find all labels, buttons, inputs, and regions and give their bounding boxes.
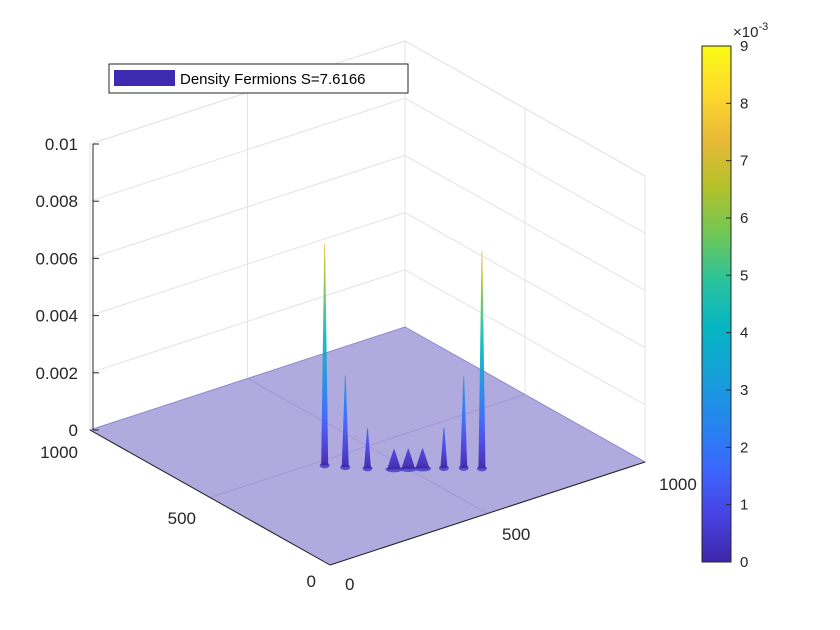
- x-tick-label-500: 500: [502, 525, 530, 544]
- colorbar-tick-label: 0: [740, 554, 748, 571]
- colorbar-exponent: ×10-3: [733, 21, 768, 41]
- peak-spike: [478, 250, 486, 469]
- density-peak-outer-left: [319, 243, 330, 469]
- peak-spike: [440, 427, 448, 468]
- legend-label: Density Fermions S=7.6166: [180, 71, 366, 88]
- colorbar-exponent-base: ×10: [733, 24, 758, 41]
- density-peak-center: [399, 448, 417, 472]
- legend: Density Fermions S=7.6166: [108, 63, 409, 94]
- y-tick-label-0: 0: [307, 572, 316, 591]
- x-tick-label-0: 0: [345, 575, 354, 594]
- z-tick-label: 0: [69, 421, 78, 440]
- colorbar-tick-label: 5: [740, 267, 748, 284]
- peak-spike: [341, 375, 349, 468]
- colorbar-ticks: 0 1 2 3 4 5 6 7 8 9: [726, 38, 748, 571]
- z-tick-label: 0.008: [35, 192, 78, 211]
- y-tick-label-1000: 1000: [40, 443, 78, 462]
- colorbar-gradient: [701, 45, 732, 563]
- colorbar-tick-label: 8: [740, 95, 748, 112]
- colorbar-tick-label: 6: [740, 210, 748, 227]
- peak-spike: [415, 448, 430, 469]
- density-peak-right-3: [438, 427, 449, 471]
- density-peak-center-left: [385, 449, 403, 473]
- density-peak-center-right: [414, 448, 432, 472]
- z-tick-label: 0.01: [45, 135, 78, 154]
- density-peak-outer-right: [476, 250, 487, 472]
- density-peak-left-3: [362, 428, 373, 472]
- colorbar-tick-label: 4: [740, 325, 748, 342]
- density-peak-left-2: [340, 375, 351, 471]
- y-axis-line: [89, 429, 331, 566]
- density-peaks: [209, 243, 526, 514]
- colorbar-tick-label: 1: [740, 497, 748, 514]
- x-tick-label-1000: 1000: [659, 475, 697, 494]
- peak-spike: [401, 448, 416, 469]
- colorbar-tick-label: 2: [740, 439, 748, 456]
- peak-spike: [364, 428, 371, 469]
- z-tick-label: 0.006: [35, 249, 78, 268]
- colorbar-tick-label: 9: [740, 38, 748, 55]
- z-tick-label: 0.002: [35, 364, 78, 383]
- colorbar-exponent-power: -3: [758, 21, 768, 33]
- z-axis-ticks: 0 0.002 0.004 0.006 0.008 0.01: [35, 135, 99, 440]
- peak-spike: [387, 449, 402, 470]
- colorbar-tick-label: 3: [740, 382, 748, 399]
- x-axis-line: [329, 461, 646, 566]
- colorbar-tick-label: 7: [740, 153, 748, 170]
- legend-swatch: [114, 70, 175, 86]
- peak-spike: [460, 376, 468, 468]
- peak-spike: [321, 243, 329, 466]
- colorbar: 0 1 2 3 4 5 6 7 8 9 ×10-3: [701, 21, 768, 571]
- y-tick-label-500: 500: [168, 509, 196, 528]
- density-peak-right-2: [458, 376, 469, 471]
- z-tick-label: 0.004: [35, 307, 78, 326]
